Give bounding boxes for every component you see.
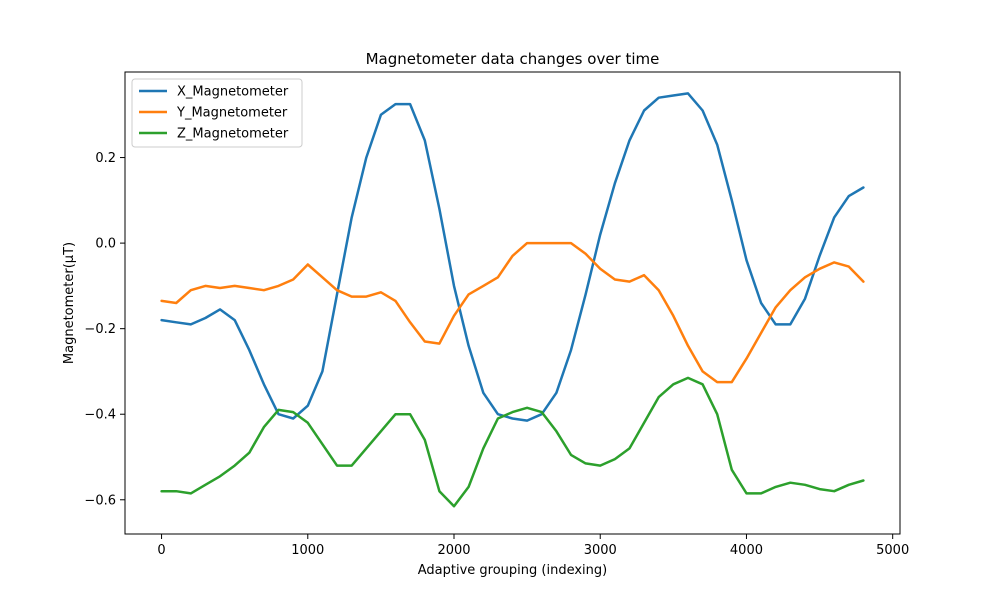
chart-title: Magnetometer data changes over time: [366, 50, 660, 68]
y-axis-label: Magnetometer(μT): [62, 242, 77, 364]
legend: X_Magnetometer Y_Magnetometer Z_Magnetomet…: [131, 78, 303, 148]
x-tick-label: 0: [157, 543, 165, 558]
legend-label: Z_Magnetometer: [177, 127, 289, 142]
series-line-x-magnetometer: [160, 92, 865, 422]
x-axis: 0 1000 2000 3000 4000 5000: [157, 534, 909, 558]
legend-label: X_Magnetometer: [177, 85, 289, 100]
legend-label: Y_Magnetometer: [176, 106, 288, 121]
y-tick-label: 0.2: [95, 151, 116, 166]
y-tick-label: 0.0: [95, 237, 116, 252]
y-tick-label: −0.2: [84, 322, 116, 337]
y-axis: −0.6 −0.4 −0.2 0.0 0.2: [84, 151, 125, 508]
legend-box: [131, 78, 303, 148]
series-line-z-magnetometer: [160, 376, 865, 508]
x-axis-label: Adaptive grouping (indexing): [418, 563, 607, 578]
x-tick-label: 4000: [730, 543, 763, 558]
series-line-y-magnetometer: [160, 241, 865, 384]
plot-area: [160, 92, 865, 508]
y-tick-label: −0.4: [84, 408, 116, 423]
x-tick-label: 1000: [291, 543, 324, 558]
plot-frame: [124, 71, 901, 535]
y-tick-label: −0.6: [84, 493, 116, 508]
x-tick-label: 3000: [584, 543, 617, 558]
x-tick-label: 2000: [437, 543, 470, 558]
x-tick-label: 5000: [876, 543, 909, 558]
